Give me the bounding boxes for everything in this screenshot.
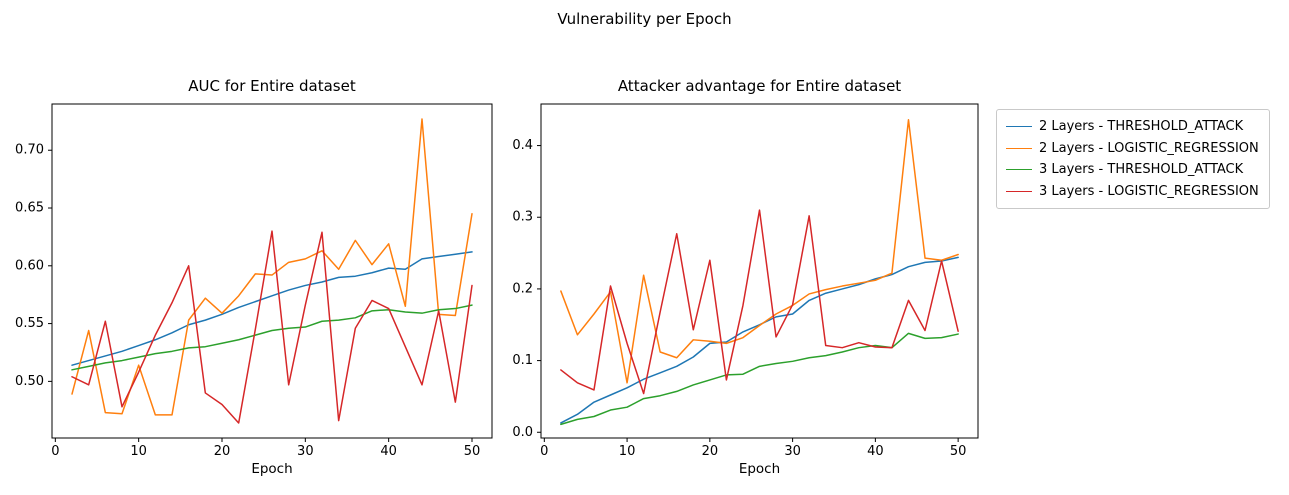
y-tick-label: 0.70 (15, 143, 44, 158)
legend-entry: 2 Layers - LOGISTIC_REGRESSION (1006, 138, 1259, 160)
legend-entry-label: 2 Layers - THRESHOLD_ATTACK (1039, 119, 1244, 135)
y-tick-label: 0.4 (512, 138, 533, 153)
y-tick-label: 0.65 (15, 201, 44, 216)
y-tick-label: 0.50 (15, 374, 44, 389)
legend: 2 Layers - THRESHOLD_ATTACK 2 Layers - LO… (996, 109, 1270, 209)
attacker-advantage-chart-title: Attacker advantage for Entire dataset (617, 77, 902, 95)
legend-entry-label: 2 Layers - LOGISTIC_REGRESSION (1039, 140, 1259, 156)
auc-plot-area: 0 10 20 30 40 50 0.50 0.55 0.60 0.65 0.70 (15, 103, 493, 459)
legend-line-swatch (1006, 190, 1032, 192)
x-tick-label: 30 (784, 444, 801, 459)
legend-entry-label: 3 Layers - LOGISTIC_REGRESSION (1039, 183, 1259, 199)
legend-line-swatch (1006, 126, 1032, 128)
series-line (560, 256, 959, 424)
x-tick-label: 40 (867, 444, 884, 459)
series-line (71, 304, 473, 371)
legend-entry: 3 Layers - LOGISTIC_REGRESSION (1006, 181, 1259, 203)
y-tick-label: 0.2 (512, 281, 533, 296)
x-tick-label: 30 (297, 444, 314, 459)
y-tick-label: 0.55 (15, 316, 44, 331)
axes-spines (540, 103, 979, 439)
series-line (71, 251, 473, 366)
figure-suptitle: Vulnerability per Epoch (557, 10, 732, 28)
x-tick-label: 0 (51, 444, 59, 459)
attacker-advantage-plot-area: 0 10 20 30 40 50 0.0 0.1 0.2 0.3 0.4 (512, 103, 979, 459)
x-tick-label: 10 (619, 444, 636, 459)
x-tick-label: 0 (540, 444, 548, 459)
legend-entry: 2 Layers - THRESHOLD_ATTACK (1006, 116, 1259, 138)
series-line (560, 209, 959, 395)
x-tick-label: 20 (702, 444, 719, 459)
legend-entry: 3 Layers - THRESHOLD_ATTACK (1006, 159, 1259, 181)
series-line (71, 230, 473, 424)
auc-chart-title: AUC for Entire dataset (188, 77, 356, 95)
legend-line-swatch (1006, 147, 1032, 149)
x-tick-label: 50 (464, 444, 481, 459)
x-tick-label: 20 (214, 444, 231, 459)
legend-entry-label: 3 Layers - THRESHOLD_ATTACK (1039, 162, 1244, 178)
y-tick-label: 0.60 (15, 258, 44, 273)
series-line (560, 119, 959, 384)
x-tick-label: 10 (130, 444, 147, 459)
legend-line-swatch (1006, 169, 1032, 171)
x-tick-label: 40 (380, 444, 397, 459)
auc-xaxis-label: Epoch (251, 461, 293, 477)
axes-spines (51, 103, 493, 439)
series-line (71, 118, 473, 416)
y-tick-label: 0.3 (512, 210, 533, 225)
y-tick-label: 0.0 (512, 425, 533, 440)
attacker-advantage-xaxis-label: Epoch (738, 461, 781, 477)
x-tick-label: 50 (950, 444, 967, 459)
y-tick-label: 0.1 (512, 353, 533, 368)
